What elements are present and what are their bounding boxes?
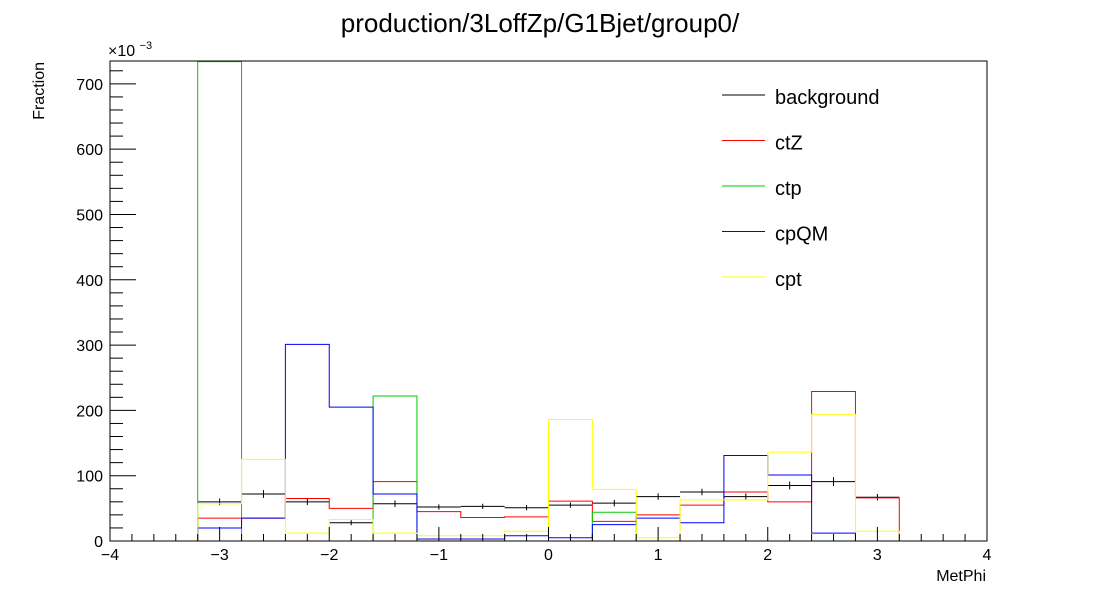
x-tick-label: −2	[320, 547, 338, 564]
series-background	[110, 477, 987, 542]
histogram-layer	[110, 61, 987, 542]
x-tick-label: 2	[763, 547, 772, 564]
x-axis-label: MetPhi	[936, 568, 986, 585]
y-exponent: ×10 −3	[108, 40, 152, 60]
x-tick-label: −1	[430, 547, 448, 564]
y-tick-label: 0	[94, 534, 103, 551]
legend-label-ctp: ctp	[775, 178, 802, 200]
y-tick-label: 300	[76, 338, 103, 355]
chart-title: production/3LoffZp/G1Bjet/group0/	[341, 8, 740, 38]
axis-layer: −4 −3 −2 −1 0 1 2 3 4 0 100 200 300 400 500 600 700	[76, 70, 992, 564]
y-axis-label: Fraction	[31, 62, 48, 120]
y-tick-label: 500	[76, 207, 103, 224]
y-tick-label: 700	[76, 77, 103, 94]
legend: background ctZ ctp cpQM cpt	[722, 87, 880, 291]
y-exponent-power: −3	[140, 40, 153, 52]
x-tick-label: 4	[983, 547, 992, 564]
y-exponent-base: ×10	[108, 43, 135, 60]
x-tick-label: −3	[211, 547, 229, 564]
y-tick-label: 100	[76, 469, 103, 486]
legend-label-cpQM: cpQM	[775, 224, 828, 246]
x-tick-label: 3	[873, 547, 882, 564]
legend-label-background: background	[775, 87, 880, 109]
histogram-cpt	[110, 413, 987, 542]
legend-label-cpt: cpt	[775, 269, 802, 291]
series-cpt	[110, 413, 987, 542]
y-tick-label: 200	[76, 403, 103, 420]
x-tick-label: −4	[101, 547, 119, 564]
y-tick-label: 600	[76, 142, 103, 159]
x-tick-label: 0	[544, 547, 553, 564]
legend-label-ctZ: ctZ	[775, 133, 803, 155]
x-tick-label: 1	[654, 547, 663, 564]
y-tick-label: 400	[76, 273, 103, 290]
